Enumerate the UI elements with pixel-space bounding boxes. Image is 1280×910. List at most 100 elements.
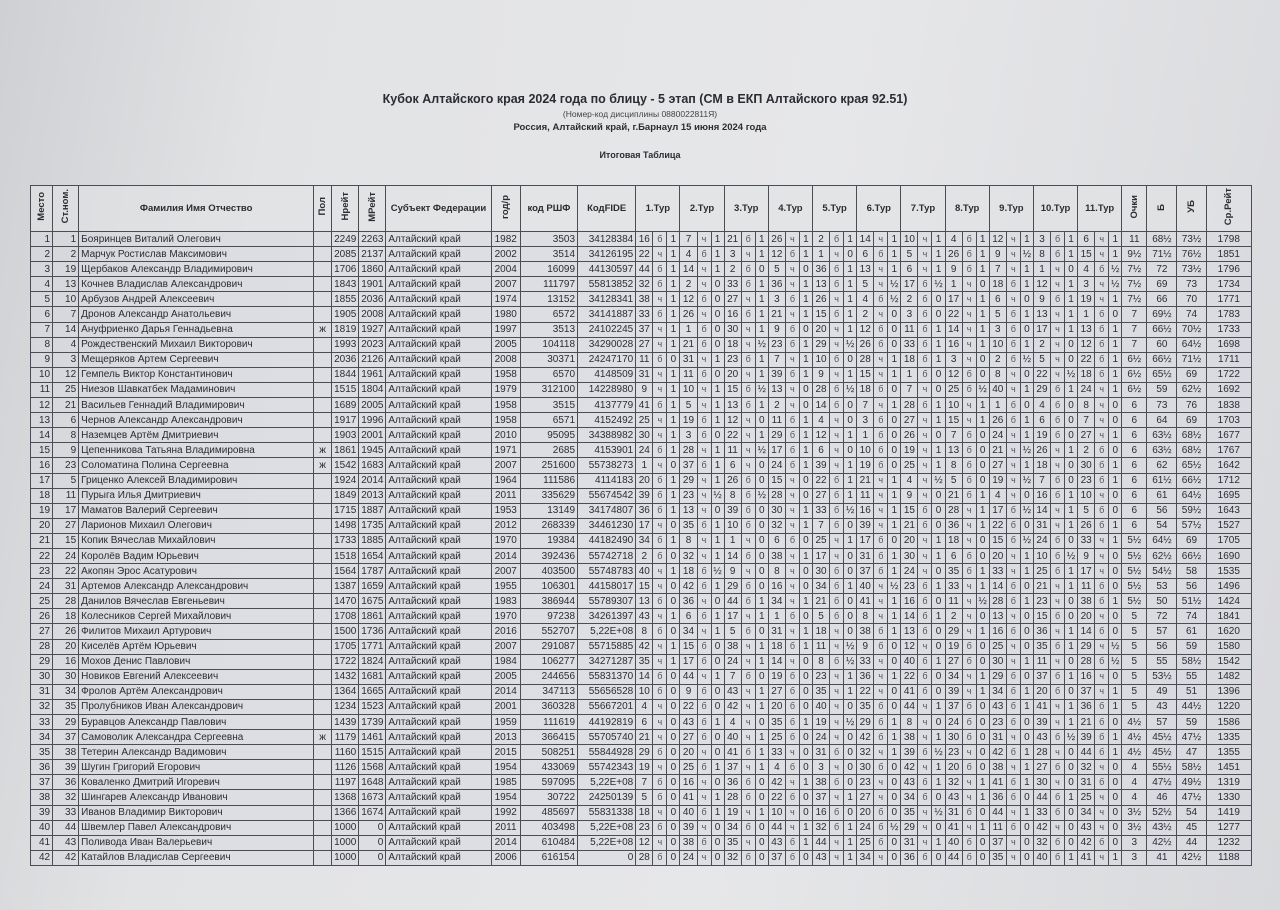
tour-7-result-cell: 0 — [931, 427, 946, 444]
tour-11-opponent-cell: 10 — [1077, 487, 1096, 504]
tour-11-opponent-cell: 32 — [1077, 759, 1096, 776]
tour-11-opponent-cell: 33 — [1077, 532, 1096, 549]
tour-5-result-cell: 1 — [843, 261, 858, 278]
avg-rating-cell: 1798 — [1205, 230, 1253, 248]
tour-4-opponent-cell: 23 — [767, 336, 786, 353]
tour-8-color-cell: б — [961, 759, 977, 776]
tour-2-result-cell: 0 — [710, 336, 725, 353]
tour-10-result-cell: 0 — [1064, 472, 1079, 489]
tour-7-result-cell: 1 — [931, 759, 946, 776]
tour-9-opponent-cell: 12 — [988, 230, 1007, 248]
tour-6-opponent-cell: 9 — [856, 638, 875, 655]
cut-buchholz-cell: 76½ — [1176, 246, 1207, 263]
tour-4-result-cell: 0 — [798, 668, 814, 685]
tour-5-opponent-cell: 13 — [811, 276, 831, 293]
tour-6-opponent-cell: 10 — [856, 442, 875, 459]
tour-1-result-cell: 0 — [666, 759, 681, 776]
tour-4-result-cell: 1 — [798, 834, 814, 851]
tour-1-color-cell: ч — [652, 366, 668, 383]
tour-8-color-cell: ч — [961, 623, 977, 640]
national-rating-cell: 1917 — [331, 412, 360, 429]
tour-11-color-cell: б — [1094, 729, 1110, 746]
birth-year-cell: 1971 — [490, 442, 521, 459]
tour-8-color-cell: ч — [961, 412, 977, 429]
tour-8-opponent-cell: 33 — [944, 578, 963, 595]
tour-2-result-cell: 0 — [710, 849, 725, 866]
cut-buchholz-cell: 70 — [1176, 291, 1207, 308]
tour-9-color-cell: б — [1005, 819, 1021, 836]
player-name-cell: Филитов Михаил Артурович — [78, 623, 315, 640]
fide-code-cell: 5,22E+08 — [577, 834, 637, 851]
tour-4-color-cell: ч — [784, 472, 800, 489]
tour-1-result-cell: 1 — [666, 306, 681, 323]
tour-11-result-cell: 1 — [1108, 246, 1123, 263]
tour-1-result-cell: 0 — [666, 683, 681, 700]
tour-10-opponent-cell: 9 — [1032, 291, 1052, 308]
tour-9-opponent-cell: 5 — [988, 306, 1007, 323]
rcf-code-cell: 244656 — [519, 668, 579, 685]
tour-2-opponent-cell: 5 — [679, 397, 698, 414]
m-rating-cell: 1681 — [358, 668, 387, 685]
tour-10-result-cell: 0 — [1064, 412, 1079, 429]
tour-5-opponent-cell: 3 — [811, 759, 831, 776]
tour-8-opponent-cell: 27 — [944, 653, 963, 670]
buchholz-cell: 53 — [1146, 578, 1178, 595]
rcf-code-cell: 6571 — [519, 412, 579, 429]
tour-2-opponent-cell: 26 — [679, 306, 698, 323]
sex-cell — [313, 306, 333, 323]
tour-8-color-cell: б — [961, 834, 977, 851]
tour-9-color-cell: б — [1005, 397, 1021, 414]
tour-4-opponent-cell: 33 — [767, 744, 786, 761]
tour-4-result-cell: 0 — [798, 261, 814, 278]
tour-6-result-cell: 1 — [887, 366, 902, 383]
tour-11-result-cell: 1 — [1108, 427, 1123, 444]
tour-7-color-cell: ч — [917, 698, 933, 716]
national-rating-cell: 1706 — [331, 261, 360, 278]
tour-4-color-cell: ч — [784, 230, 800, 248]
rcf-code-cell: 392436 — [519, 547, 579, 565]
tour-7-result-cell: 0 — [931, 819, 946, 836]
tour-9-opponent-cell: 24 — [988, 427, 1007, 444]
place-cell: 22 — [29, 547, 54, 565]
tour-2-color-cell: б — [696, 759, 712, 776]
tour-2-color-cell: б — [696, 427, 712, 444]
tour-3-opponent-cell: 17 — [723, 608, 742, 625]
place-cell: 1 — [29, 230, 54, 248]
tour-11-color-cell: б — [1094, 336, 1110, 353]
tour-7-color-cell: б — [917, 502, 933, 519]
tour-11-color-cell: б — [1094, 698, 1110, 716]
fide-code-cell: 34261397 — [577, 608, 637, 625]
rcf-code-cell: 13149 — [519, 502, 579, 519]
tour-4-result-cell: 0 — [798, 563, 814, 580]
player-name-cell: Новиков Евгений Алексеевич — [78, 668, 315, 685]
tour-7-color-cell: б — [917, 276, 933, 293]
tour-7-color-cell: ч — [917, 427, 933, 444]
tour-7-color-cell: ч — [917, 246, 933, 263]
tour-8-color-cell: ч — [961, 668, 977, 685]
tour-10-color-cell: б — [1049, 532, 1066, 549]
tour-4-result-cell: 0 — [798, 472, 814, 489]
tour-7-color-cell: ч — [917, 261, 933, 278]
tour-9-result-cell: ½ — [1019, 532, 1034, 549]
header-tour-9: 9.Тур — [988, 185, 1034, 232]
tour-2-result-cell: 0 — [710, 276, 725, 293]
tour-5-color-cell: ч — [829, 412, 845, 429]
tour-8-result-cell: ½ — [975, 593, 990, 610]
tour-11-color-cell: ч — [1094, 532, 1110, 549]
tour-8-result-cell: 1 — [975, 487, 990, 504]
buchholz-cell: 61½ — [1146, 472, 1178, 489]
cut-buchholz-cell: 51 — [1176, 683, 1207, 700]
region-cell: Алтайский край — [385, 653, 492, 670]
avg-rating-cell: 1734 — [1205, 276, 1253, 293]
table-row: 27 26 Филитов Михаил Артурович 1500 1736 Алта… — [29, 623, 1253, 640]
tour-10-opponent-cell: 33 — [1032, 804, 1052, 821]
tour-6-opponent-cell: 37 — [856, 563, 875, 580]
rcf-code-cell: 104118 — [519, 336, 579, 353]
national-rating-cell: 1368 — [331, 789, 360, 806]
player-name-cell: Васильев Геннадий Владимирович — [78, 397, 315, 414]
header-name: Фамилия Имя Отчество — [78, 185, 315, 232]
fide-code-cell: 34141887 — [577, 306, 637, 323]
tour-5-color-cell: б — [829, 608, 845, 625]
tour-4-opponent-cell: 3 — [767, 291, 786, 308]
tour-10-color-cell: б — [1049, 789, 1066, 806]
